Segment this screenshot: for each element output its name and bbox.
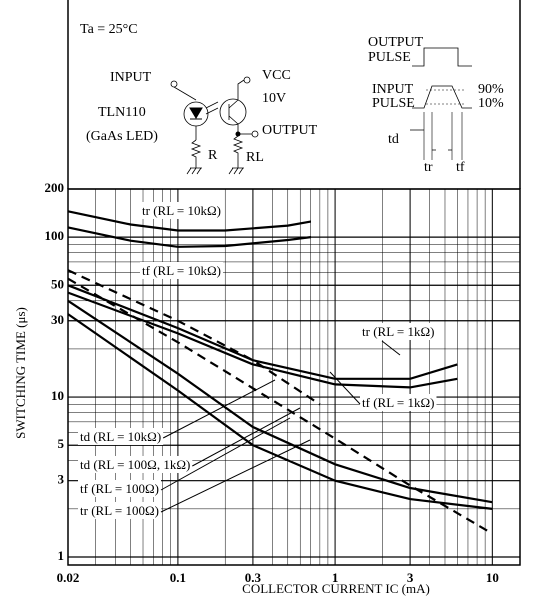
y-tick-label: 30	[51, 312, 64, 327]
series-label: tr (RL = 1kΩ)	[362, 324, 434, 339]
series-label: tr (RL = 100Ω)	[80, 503, 159, 518]
vcc-value: 10V	[262, 91, 286, 106]
series-label: td (RL = 100Ω, 1kΩ)	[80, 457, 190, 472]
leader-line	[381, 340, 401, 356]
x-tick-label: 1	[332, 570, 339, 585]
ambient: Ta = 25°C	[80, 22, 138, 37]
output-waveform	[412, 47, 472, 67]
plot: 0.02 0.1 0.3 1 3 10 1 3 5 10 30 50 100 200 tr (RL = 10…	[45, 180, 521, 585]
x-tick-label: 0.3	[245, 570, 262, 585]
label-background	[360, 393, 437, 411]
series-label: td (RL = 10kΩ)	[80, 429, 161, 444]
wire	[195, 101, 219, 140]
output-pulse: PULSE	[368, 50, 411, 65]
level-line	[426, 89, 466, 105]
transistor-symbol	[228, 79, 245, 134]
y-tick-label: 200	[45, 180, 65, 195]
output-label: OUTPUT	[262, 123, 318, 138]
label-background	[78, 427, 164, 445]
label-background	[140, 201, 223, 219]
x-axis-label: COLLECTOR CURRENT IC (mA)	[242, 581, 430, 596]
series-line	[67, 299, 493, 504]
label-background	[78, 501, 161, 519]
vcc-label: VCC	[262, 68, 291, 83]
circuit-diagram: Ta = 25°C INPUT R RL VCC 10V TLN110 (GaA…	[67, 0, 521, 189]
y-axis-label: SWITCHING TIME (μs)	[13, 307, 28, 439]
series-line	[67, 313, 493, 510]
input-label: INPUT	[110, 70, 152, 85]
series-line	[67, 269, 321, 406]
leader-line	[192, 407, 301, 467]
rl-label: RL	[246, 150, 264, 165]
leader-line	[160, 417, 291, 491]
y-tick-label: 100	[45, 228, 65, 243]
input-pulse: INPUT	[372, 82, 414, 97]
input-waveform	[412, 85, 472, 109]
terminal	[243, 76, 251, 84]
label-background	[78, 479, 161, 497]
tr-label: tr	[424, 160, 433, 175]
x-tick-label: 0.1	[170, 570, 186, 585]
leader-line	[160, 439, 311, 513]
leader-line	[329, 371, 361, 405]
output-pulse: OUTPUT	[368, 35, 424, 50]
label-background	[140, 261, 223, 279]
r-label: R	[208, 148, 218, 163]
led-symbol	[189, 107, 203, 120]
label-background	[78, 455, 193, 473]
y-tick-label: 1	[58, 548, 65, 563]
series-label: tf (RL = 10kΩ)	[142, 263, 221, 278]
resistor	[228, 135, 244, 175]
level-low: 10%	[478, 96, 504, 111]
td-label: td	[388, 132, 399, 147]
level-high: 90%	[478, 82, 504, 97]
y-tick-label: 5	[58, 436, 65, 451]
series-line	[67, 226, 311, 248]
series-line	[67, 291, 458, 389]
tf-label: tf	[456, 160, 465, 175]
x-tick-label: 10	[486, 570, 499, 585]
timing-arrow	[410, 129, 452, 151]
led-type: (GaAs LED)	[86, 129, 158, 144]
series-label: tf (RL = 1kΩ)	[362, 395, 434, 410]
series-label: tr (RL = 10kΩ)	[142, 203, 221, 218]
series-label: tf (RL = 100Ω)	[80, 481, 159, 496]
wire	[173, 86, 197, 101]
phototransistor	[219, 98, 247, 126]
led-name: TLN110	[98, 105, 146, 120]
y-tick-label: 3	[58, 472, 65, 487]
input-pulse: PULSE	[372, 96, 415, 111]
timing-line	[423, 112, 463, 160]
terminal	[251, 130, 259, 138]
series-line	[67, 284, 458, 380]
y-tick-label: 10	[51, 388, 64, 403]
resistor	[186, 139, 202, 175]
y-tick-label: 50	[51, 276, 64, 291]
x-tick-label: 3	[407, 570, 414, 585]
x-tick-label: 0.02	[57, 570, 80, 585]
label-background	[360, 322, 437, 340]
series-line	[67, 210, 311, 232]
